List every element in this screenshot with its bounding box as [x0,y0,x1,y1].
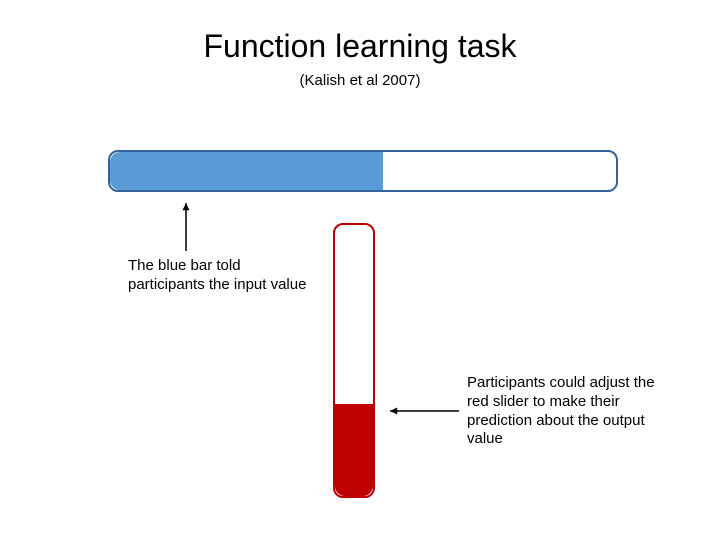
arrows-layer [0,0,720,540]
blue-arrow [183,203,190,251]
red-arrow [390,408,459,415]
